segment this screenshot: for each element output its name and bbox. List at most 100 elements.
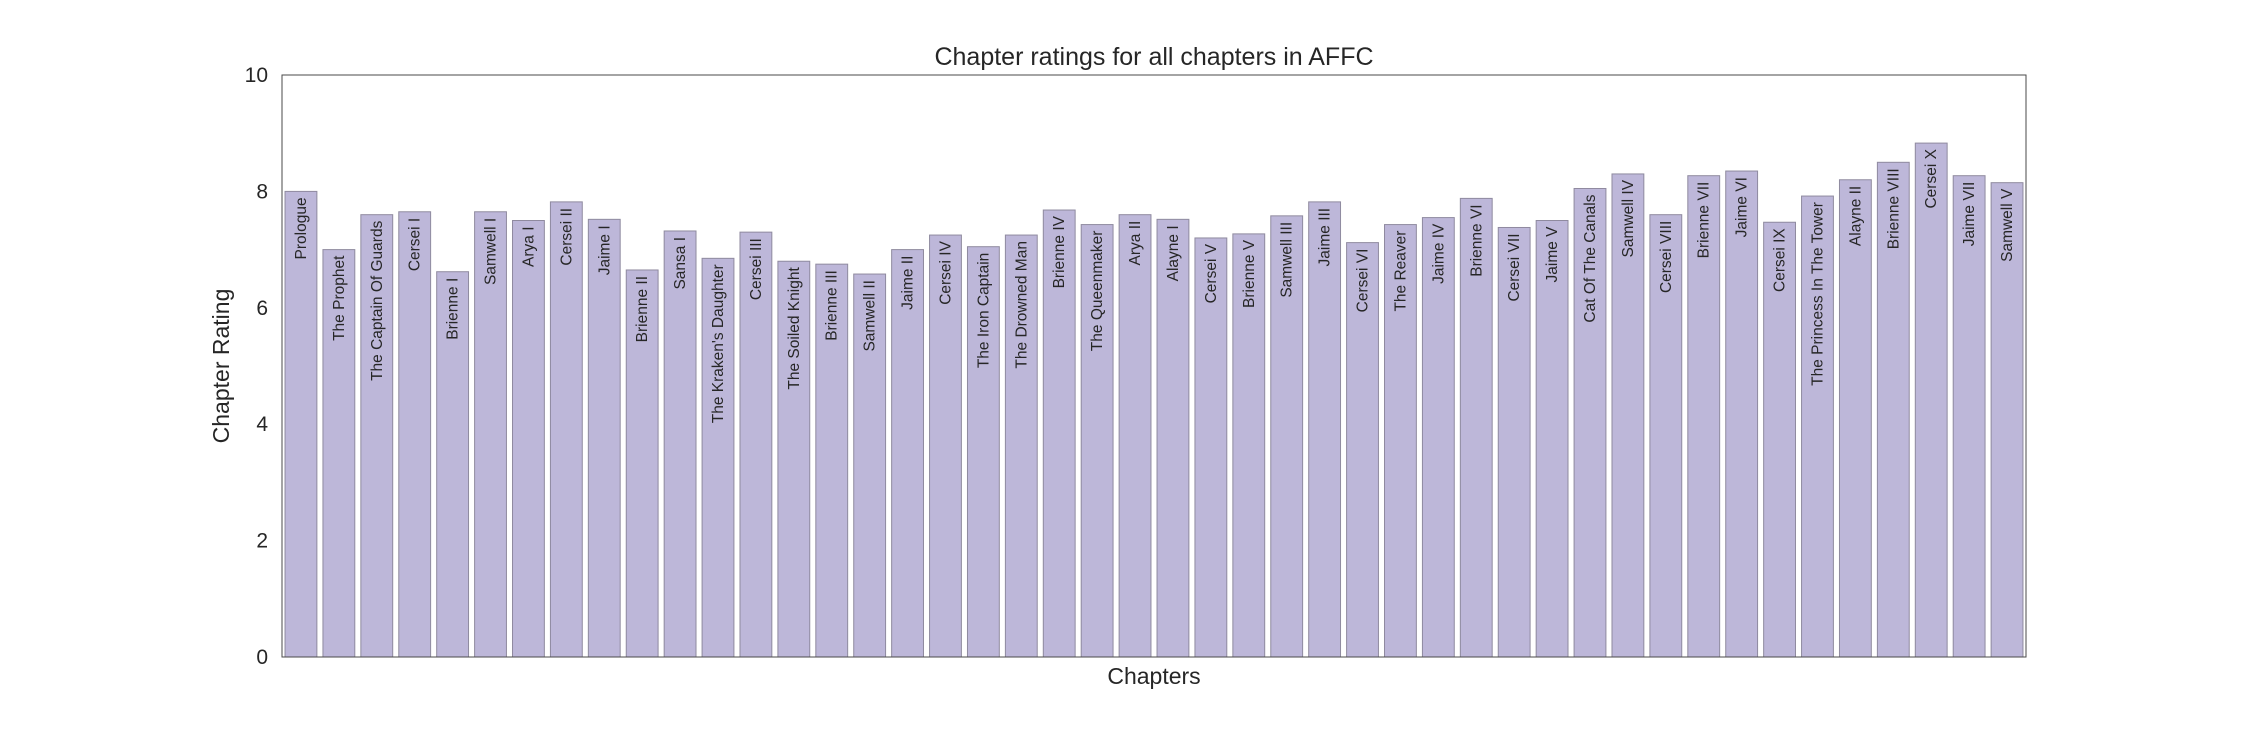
bar (512, 220, 545, 658)
bar (1649, 214, 1683, 658)
y-tick-label: 4 (256, 413, 268, 436)
bar-category-label: Brienne III (824, 270, 841, 341)
bar (1080, 224, 1114, 658)
bar-category-label: Jaime IV (1430, 223, 1447, 284)
bar (1459, 197, 1493, 658)
bar-category-label: The Soiled Knight (786, 267, 803, 390)
bar (1763, 221, 1796, 658)
bar (1725, 170, 1759, 658)
y-tick-label: 2 (256, 530, 268, 553)
bar (1801, 195, 1834, 658)
bar-category-label: Alayne I (1165, 225, 1182, 281)
bar-category-label: Samwell III (1279, 222, 1296, 298)
bar-category-label: Arya II (1127, 221, 1144, 266)
bar (1156, 218, 1190, 658)
bar-category-label: Sansa I (672, 237, 689, 290)
bar (1687, 175, 1721, 658)
y-tick-label: 0 (256, 646, 268, 669)
bar-category-label: Cersei IX (1772, 228, 1789, 292)
y-axis-label: Chapter Rating (208, 289, 234, 444)
bar (322, 249, 356, 658)
bar (474, 211, 507, 658)
bar-category-label: Cersei IV (937, 240, 954, 304)
bar (587, 218, 621, 658)
bar-category-label: Brienne VII (1696, 182, 1713, 259)
y-axis-ticks: 0 2 4 6 8 10 (245, 64, 269, 669)
bar-category-label: Cersei X (1923, 148, 1940, 208)
bar-category-label: The Prophet (331, 255, 348, 341)
bar (1346, 242, 1379, 658)
bar-category-label: Cersei VIII (1658, 221, 1675, 293)
y-tick-label: 8 (256, 180, 268, 203)
bar-category-label: The Iron Captain (975, 253, 992, 368)
bar (1232, 233, 1266, 658)
bar (1497, 226, 1531, 658)
bar-category-label: Cersei I (407, 218, 424, 271)
bar (929, 234, 962, 658)
chart-title: Chapter ratings for all chapters in AFFC (934, 43, 1373, 71)
bar (1308, 201, 1342, 658)
x-axis-label: Chapters (1107, 663, 1200, 689)
bar-category-label: The Drowned Man (1013, 241, 1030, 369)
bar (398, 211, 432, 658)
bar (360, 214, 394, 658)
bar (1573, 187, 1607, 658)
bar (1952, 175, 1986, 658)
bar-category-label: Cersei V (1203, 243, 1220, 303)
bar (1118, 214, 1152, 658)
bar-category-label: Jaime I (596, 225, 613, 275)
bar (1270, 215, 1304, 658)
bar (436, 271, 470, 658)
bar-category-label: Brienne II (634, 276, 651, 342)
bar-category-label: Jaime V (1544, 226, 1561, 283)
bar-category-label: Arya I (520, 227, 537, 267)
bar (701, 257, 735, 658)
bar-category-label: Cersei VI (1355, 249, 1372, 313)
bar-category-label: Cat Of The Canals (1582, 194, 1599, 322)
bar (1535, 220, 1569, 658)
bar (777, 260, 811, 658)
bar (663, 230, 697, 658)
bar-category-label: Brienne IV (1051, 215, 1068, 288)
bar-category-label: Brienne VI (1468, 204, 1485, 276)
bar-category-label: The Princess In The Tower (1809, 202, 1826, 386)
bar (1384, 224, 1417, 658)
bar-category-label: Brienne VIII (1885, 168, 1902, 249)
bar-category-label: Jaime VII (1961, 182, 1978, 247)
bars-group (284, 142, 2024, 658)
bar (1611, 173, 1645, 658)
bar-category-label: Cersei III (748, 238, 765, 300)
bar (1004, 234, 1038, 658)
bar-category-label: Jaime III (1317, 208, 1334, 267)
bar-category-label: The Queenmaker (1089, 231, 1106, 352)
bar (284, 190, 318, 658)
bar-category-label: Cersei VII (1506, 233, 1523, 301)
bar-category-label: Samwell IV (1620, 179, 1637, 257)
bar-category-label: The Captain Of Guards (369, 220, 386, 380)
bar-category-label: The Reaver (1392, 231, 1409, 312)
bar (1421, 217, 1455, 658)
bar-labels-group: Prologue The Prophet The Captain Of Guards… (293, 148, 2016, 423)
bar (1194, 237, 1228, 658)
bar (853, 273, 887, 658)
bar-category-label: Cersei II (558, 208, 575, 266)
bar (1914, 142, 1948, 658)
bar (549, 201, 583, 658)
bar-category-label: Samwell V (1999, 188, 2016, 262)
y-tick-label: 10 (245, 64, 268, 87)
bar (1876, 161, 1910, 658)
bar-category-label: Brienne I (445, 278, 462, 340)
plot-frame (281, 74, 2027, 658)
bar-category-label: Jaime VI (1734, 177, 1751, 237)
y-tick-label: 6 (256, 297, 268, 320)
bar (891, 249, 924, 658)
bar-category-label: Samwell II (862, 280, 879, 352)
bar-category-label: Samwell I (483, 218, 500, 285)
bar-category-label: The Kraken's Daughter (710, 264, 727, 423)
bar-category-label: Brienne V (1241, 239, 1258, 308)
bar-category-label: Jaime II (900, 256, 917, 310)
bar-category-label: Alayne II (1847, 186, 1864, 246)
bar-category-label: Prologue (293, 197, 310, 259)
bar (1838, 179, 1872, 658)
